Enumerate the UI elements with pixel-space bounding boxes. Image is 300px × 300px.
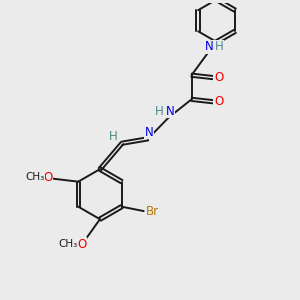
Text: O: O [77, 238, 86, 251]
Text: H: H [155, 105, 164, 118]
Text: H: H [109, 130, 118, 143]
Text: CH₃: CH₃ [58, 239, 77, 249]
Text: N: N [166, 105, 174, 118]
Text: O: O [43, 171, 52, 184]
Text: N: N [145, 126, 154, 139]
Text: CH₃: CH₃ [26, 172, 45, 182]
Text: O: O [214, 71, 223, 84]
Text: O: O [214, 95, 223, 108]
Text: H: H [214, 40, 223, 53]
Text: N: N [205, 40, 214, 53]
Text: Br: Br [146, 205, 159, 218]
